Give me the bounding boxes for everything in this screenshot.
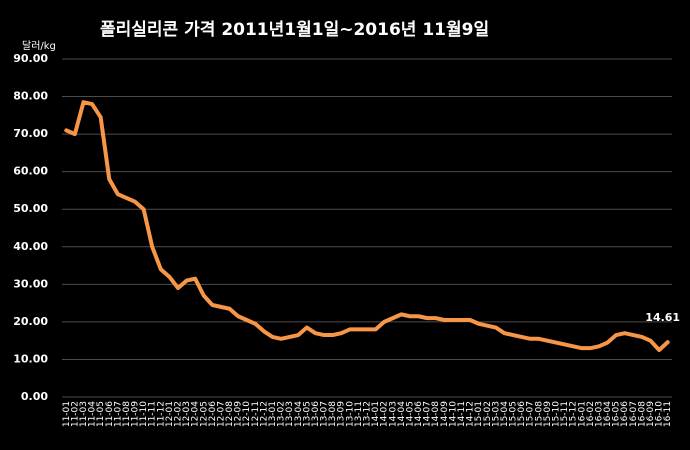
x-tick-label: 14-01	[371, 401, 381, 427]
x-tick-label: 15-04	[500, 401, 510, 427]
x-tick-label: 16-10	[655, 401, 665, 427]
x-tick-label: 14-07	[423, 401, 433, 427]
x-tick-label: 16-08	[637, 401, 647, 427]
x-tick-label: 11-06	[105, 401, 115, 427]
x-tick-label: 13-07	[320, 401, 330, 427]
x-tick-label: 16-09	[646, 401, 656, 427]
x-tick-label: 16-05	[612, 401, 622, 427]
x-tick-label: 14-11	[457, 401, 467, 427]
x-tick-label: 11-04	[88, 401, 98, 427]
x-tick-label: 14-02	[380, 401, 390, 427]
data-label: 14.61	[645, 311, 680, 324]
x-tick-label: 16-06	[620, 401, 630, 427]
y-tick-label: 60.00	[13, 165, 48, 178]
x-tick-label: 13-06	[311, 401, 321, 427]
y-tick-label: 20.00	[13, 315, 48, 328]
x-tick-label: 13-10	[345, 401, 355, 427]
x-tick-label: 15-11	[560, 401, 570, 427]
y-tick-label: 40.00	[13, 240, 48, 253]
x-tick-label: 16-03	[594, 401, 604, 427]
x-tick-label: 15-02	[483, 401, 493, 427]
x-tick-label: 14-09	[440, 401, 450, 427]
x-tick-label: 14-06	[414, 401, 424, 427]
x-tick-label: 15-10	[552, 401, 562, 427]
x-tick-label: 12-08	[225, 401, 235, 427]
x-tick-label: 12-07	[216, 401, 226, 427]
x-tick-label: 12-12	[259, 401, 269, 427]
series-line	[64, 100, 670, 353]
x-tick-label: 13-09	[337, 401, 347, 427]
x-tick-label: 11-03	[79, 401, 89, 427]
x-tick-label: 16-01	[577, 401, 587, 427]
x-tick-label: 15-05	[509, 401, 519, 427]
x-tick-label: 13-04	[294, 401, 304, 427]
chart-title: 폴리실리콘 가격 2011년1월1일~2016년 11월9일	[100, 20, 489, 40]
x-tick-label: 12-06	[208, 401, 218, 427]
x-tick-label: 15-03	[491, 401, 501, 427]
x-tick-label: 12-01	[165, 401, 175, 427]
x-tick-label: 11-12	[156, 401, 166, 427]
x-tick-label: 14-12	[466, 401, 476, 427]
x-tick-label: 15-01	[474, 401, 484, 427]
y-tick-label: 80.00	[13, 90, 48, 103]
y-tick-label: 0.00	[21, 390, 48, 403]
y-tick-label: 10.00	[13, 352, 48, 365]
y-tick-label: 90.00	[13, 52, 48, 65]
x-tick-label: 15-06	[517, 401, 527, 427]
x-tick-label: 12-09	[234, 401, 244, 427]
x-tick-label: 15-09	[543, 401, 553, 427]
x-tick-label: 13-03	[285, 401, 295, 427]
x-tick-label: 14-04	[397, 401, 407, 427]
x-tick-label: 12-11	[251, 401, 261, 427]
x-tick-label: 12-04	[191, 401, 201, 427]
x-tick-label: 12-05	[199, 401, 209, 427]
x-tick-label: 11-10	[139, 401, 149, 427]
x-tick-label: 16-11	[663, 401, 673, 427]
x-tick-label: 13-02	[277, 401, 287, 427]
x-tick-label: 13-05	[302, 401, 312, 427]
x-tick-label: 11-01	[62, 401, 72, 427]
x-tick-label: 13-01	[268, 401, 278, 427]
x-tick-label: 11-07	[113, 401, 123, 427]
x-tick-label: 15-07	[526, 401, 536, 427]
x-tick-label: 13-12	[363, 401, 373, 427]
x-tick-label: 16-04	[603, 401, 613, 427]
y-tick-label: 30.00	[13, 277, 48, 290]
x-tick-label: 14-03	[388, 401, 398, 427]
x-tick-label: 14-05	[405, 401, 415, 427]
x-tick-label: 12-10	[242, 401, 252, 427]
x-tick-label: 14-08	[431, 401, 441, 427]
x-tick-label: 13-08	[328, 401, 338, 427]
x-tick-label: 16-02	[586, 401, 596, 427]
x-tick-label: 11-08	[122, 401, 132, 427]
y-tick-label: 70.00	[13, 127, 48, 140]
x-tick-label: 12-03	[182, 401, 192, 427]
x-tick-label: 15-08	[534, 401, 544, 427]
x-tick-label: 11-05	[96, 401, 106, 427]
x-tick-label: 12-02	[173, 401, 183, 427]
y-axis-label: 달러/kg	[22, 40, 56, 52]
y-tick-label: 50.00	[13, 202, 48, 215]
x-tick-label: 14-10	[448, 401, 458, 427]
x-tick-label: 15-12	[569, 401, 579, 427]
x-tick-label: 11-02	[70, 401, 80, 427]
x-tick-label: 13-11	[354, 401, 364, 427]
x-tick-label: 16-07	[629, 401, 639, 427]
x-tick-label: 11-11	[148, 401, 158, 427]
x-tick-label: 11-09	[131, 401, 141, 427]
